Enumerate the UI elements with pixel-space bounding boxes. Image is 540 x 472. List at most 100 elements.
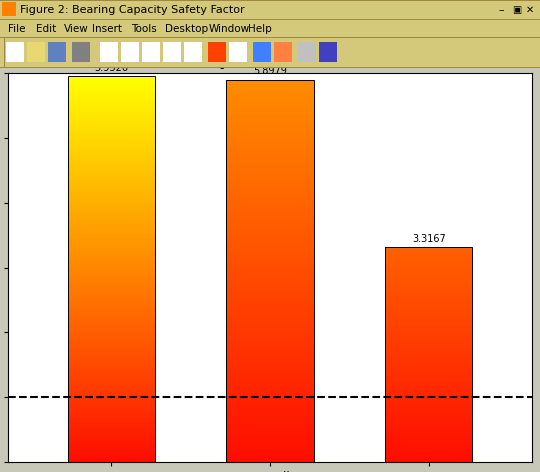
Bar <box>385 422 472 423</box>
Bar <box>68 292 155 294</box>
Bar <box>68 255 155 256</box>
Bar <box>385 351 472 352</box>
Bar <box>68 264 155 265</box>
Bar <box>68 247 155 248</box>
Bar <box>226 191 314 192</box>
Bar <box>226 433 314 434</box>
Bar <box>68 355 155 356</box>
Bar <box>68 76 155 462</box>
Bar <box>226 393 314 395</box>
Bar <box>68 196 155 197</box>
Bar <box>68 224 155 225</box>
Bar <box>68 426 155 427</box>
Bar <box>68 411 155 412</box>
Bar <box>385 339 472 340</box>
Bar <box>226 114 314 115</box>
Bar <box>226 453 314 455</box>
Bar <box>68 108 155 110</box>
Bar <box>68 242 155 243</box>
Bar <box>226 313 314 314</box>
Bar <box>226 350 314 351</box>
Bar <box>385 261 472 262</box>
Bar <box>68 278 155 279</box>
Bar <box>385 437 472 438</box>
Bar <box>226 397 314 398</box>
Bar <box>226 254 314 255</box>
Bar <box>226 170 314 171</box>
Bar <box>385 390 472 391</box>
Bar <box>226 178 314 179</box>
Bar <box>385 263 472 264</box>
Bar <box>226 431 314 433</box>
Bar <box>226 166 314 168</box>
Bar <box>68 185 155 187</box>
Bar <box>226 374 314 375</box>
Bar <box>226 299 314 300</box>
Bar <box>68 361 155 362</box>
Text: ✕: ✕ <box>526 5 534 15</box>
Bar <box>385 404 472 405</box>
Bar <box>385 429 472 430</box>
Bar <box>68 435 155 436</box>
Bar <box>226 271 314 272</box>
Bar <box>226 185 314 187</box>
Bar <box>226 169 314 170</box>
Bar <box>385 323 472 324</box>
Bar <box>68 391 155 393</box>
Bar <box>68 234 155 236</box>
Bar <box>68 281 155 282</box>
Bar <box>385 363 472 364</box>
Bar <box>226 159 314 160</box>
Bar <box>385 257 472 258</box>
Bar <box>385 258 472 259</box>
Bar <box>68 271 155 273</box>
Bar <box>226 109 314 110</box>
Bar <box>385 248 472 249</box>
Bar <box>226 100 314 101</box>
Bar <box>226 183 314 184</box>
Bar <box>68 207 155 209</box>
Bar <box>226 391 314 392</box>
Bar <box>226 293 314 294</box>
Bar <box>68 161 155 162</box>
Bar <box>226 144 314 146</box>
Bar <box>68 95 155 97</box>
Bar <box>226 143 314 144</box>
Bar <box>385 452 472 453</box>
Bar <box>385 413 472 414</box>
Bar <box>226 280 314 281</box>
Bar <box>68 104 155 106</box>
Bar <box>68 251 155 253</box>
Bar <box>68 448 155 449</box>
Bar <box>68 86 155 88</box>
Bar <box>68 112 155 113</box>
Bar <box>68 309 155 310</box>
Bar <box>68 253 155 255</box>
Bar <box>226 257 314 258</box>
Bar <box>385 423 472 424</box>
Bar <box>68 106 155 107</box>
Bar <box>68 85 155 86</box>
Bar <box>385 346 472 347</box>
Bar <box>226 348 314 350</box>
Bar <box>226 398 314 399</box>
Bar <box>68 197 155 198</box>
Bar <box>226 322 314 323</box>
Bar <box>68 103 155 104</box>
Bar <box>226 295 314 296</box>
Bar <box>385 271 472 272</box>
Bar <box>226 319 314 320</box>
Bar <box>68 221 155 223</box>
Bar <box>226 337 314 338</box>
Bar <box>68 212 155 214</box>
Bar <box>226 192 314 193</box>
Bar <box>226 415 314 416</box>
Bar <box>68 154 155 156</box>
Bar <box>385 382 472 383</box>
Bar <box>385 383 472 384</box>
Bar <box>226 90 314 91</box>
Bar <box>68 134 155 135</box>
Bar <box>385 310 472 311</box>
Bar <box>226 101 314 102</box>
Bar <box>226 171 314 173</box>
